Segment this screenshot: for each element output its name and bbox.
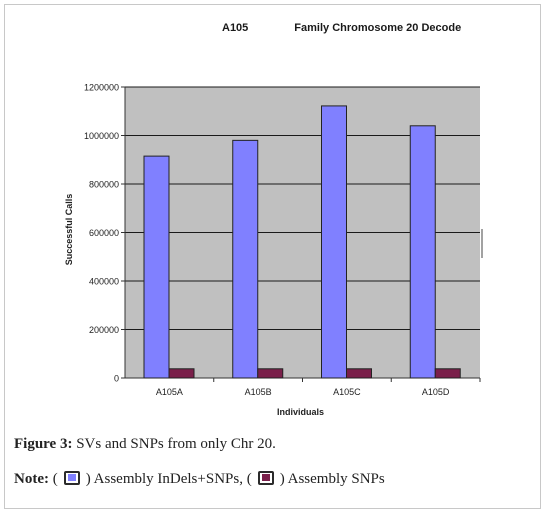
chart-title: A105 Family Chromosome 20 Decode bbox=[222, 22, 522, 34]
note-open: ( bbox=[48, 471, 58, 487]
y-axis-label: Successful Calls bbox=[64, 194, 74, 266]
y-tick-label: 0 bbox=[114, 374, 119, 384]
chart-title-left: A105 bbox=[222, 22, 249, 34]
note-label: Note: bbox=[14, 471, 49, 487]
figure-caption: Figure 3: SVs and SNPs from only Chr 20. bbox=[14, 436, 276, 453]
figure-text: SVs and SNPs from only Chr 20. bbox=[72, 436, 276, 452]
note-line: Note: ( ) Assembly InDels+SNPs, ( ) Assemb… bbox=[14, 471, 385, 488]
y-tick-label: 1000000 bbox=[84, 131, 119, 141]
y-tick-label: 600000 bbox=[89, 228, 119, 238]
bar-indels-snps bbox=[409, 125, 436, 379]
figure-label: Figure 3: bbox=[14, 436, 73, 452]
bar-snps bbox=[346, 368, 372, 379]
bar-indels-snps bbox=[321, 105, 347, 379]
x-axis-label: Individuals bbox=[277, 407, 324, 417]
bar-indels-snps bbox=[143, 155, 170, 379]
bar-chart: 0 200000 400000 600000 800000 1000000 1200000 A… bbox=[64, 83, 483, 417]
bar-snps bbox=[257, 368, 284, 379]
y-tick-label: 800000 bbox=[89, 180, 119, 190]
note-series-2: ) Assembly SNPs bbox=[279, 471, 385, 487]
legend-swatch-indels bbox=[64, 471, 80, 485]
note-series-1: ) Assembly InDels+SNPs, ( bbox=[85, 471, 252, 487]
x-tick-label: A105B bbox=[245, 387, 272, 397]
y-tick-label: 200000 bbox=[89, 325, 119, 335]
x-tick-label: A105C bbox=[333, 387, 361, 397]
y-tick-label: 400000 bbox=[89, 277, 119, 287]
chart-title-right: Family Chromosome 20 Decode bbox=[294, 22, 462, 34]
x-tick-label: A105A bbox=[156, 387, 183, 397]
bar-snps bbox=[434, 368, 461, 379]
bar-snps bbox=[168, 368, 195, 379]
bar-indels-snps bbox=[232, 139, 259, 379]
x-tick-label: A105D bbox=[422, 387, 450, 397]
legend-swatch-snps bbox=[258, 471, 274, 485]
y-tick-label: 1200000 bbox=[84, 83, 119, 93]
